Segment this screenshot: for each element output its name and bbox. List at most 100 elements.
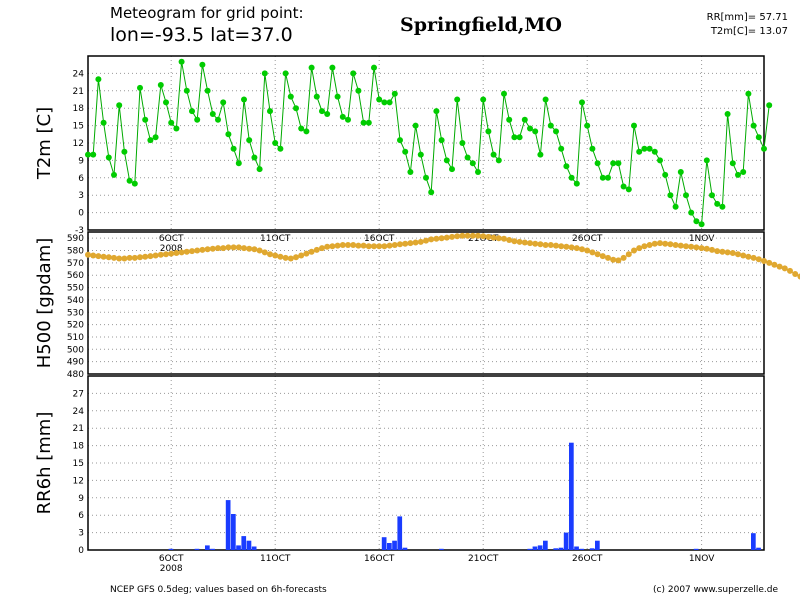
- h500-point: [105, 254, 112, 261]
- h500-point: [714, 248, 721, 255]
- h500-point: [610, 256, 617, 263]
- t2m-point: [667, 192, 674, 199]
- h500-point: [199, 246, 206, 253]
- h500-point: [490, 234, 497, 241]
- h500-point: [204, 246, 211, 253]
- t2m-point: [750, 122, 757, 129]
- h500-point: [126, 254, 133, 261]
- h500-point: [246, 245, 253, 252]
- h500-point: [615, 257, 622, 264]
- h500-point: [225, 244, 232, 251]
- h500-point: [157, 251, 164, 258]
- t2m-point: [443, 157, 450, 164]
- y-tick-label: 480: [67, 370, 84, 380]
- h500-point: [537, 241, 544, 248]
- rr6h-bar: [392, 540, 397, 550]
- t2m-point: [308, 64, 315, 71]
- t2m-point: [412, 122, 419, 129]
- rr6h-bar: [241, 536, 247, 550]
- h500-point: [183, 248, 190, 255]
- h500-point: [85, 251, 91, 258]
- t2m-point: [573, 180, 580, 187]
- rr6h-bar: [251, 546, 257, 550]
- y-axis-label: T2m [C]: [34, 107, 55, 180]
- h500-point: [371, 243, 377, 250]
- t2m-point: [729, 160, 736, 167]
- t2m-point: [303, 128, 310, 135]
- h500-point: [527, 240, 533, 247]
- h500-point: [215, 245, 221, 252]
- t2m-point: [709, 192, 715, 199]
- x-tick-label: 26OCT: [572, 554, 603, 564]
- t2m-point: [272, 140, 279, 146]
- t2m-point: [246, 137, 253, 144]
- t2m-point: [459, 140, 466, 146]
- h500-point: [787, 267, 793, 274]
- h500-point: [797, 273, 800, 280]
- t2m-point: [355, 87, 362, 94]
- x-tick-label: 1NOV: [689, 554, 715, 564]
- t2m-point: [636, 148, 643, 155]
- t2m-point: [95, 76, 102, 83]
- t2m-point: [183, 87, 190, 94]
- h500-point: [303, 250, 310, 257]
- t2m-point: [625, 186, 632, 193]
- y-tick-label: 0: [78, 209, 84, 219]
- t2m-point: [542, 96, 549, 103]
- h500-point: [438, 235, 445, 242]
- rr6h-bar: [381, 537, 387, 550]
- h500-point: [152, 252, 159, 259]
- t2m-point: [703, 157, 710, 164]
- t2m-point: [610, 160, 617, 167]
- t2m-point: [386, 99, 393, 106]
- t2m-point: [719, 203, 726, 210]
- h500-point: [667, 241, 674, 248]
- h500-point: [641, 243, 648, 250]
- t2m-point: [433, 108, 440, 115]
- h500-point: [662, 240, 669, 247]
- t2m-current: T2m[C]= 13.07: [710, 26, 788, 37]
- t2m-point: [173, 125, 180, 132]
- h500-point: [324, 243, 331, 250]
- panel-geopotential: 590 580 570 560 550 540 530 520 510 500 490 480 H500…: [34, 231, 800, 380]
- h500-point: [230, 244, 237, 251]
- rr6h-bar: [205, 545, 210, 550]
- rr6h-bar: [231, 514, 236, 550]
- rr6h-bar: [558, 547, 564, 550]
- x-tick-label: 26OCT: [572, 234, 603, 244]
- h500-point: [589, 249, 596, 256]
- t2m-point: [381, 99, 388, 106]
- t2m-point: [714, 200, 721, 207]
- meteogram-heading: Meteogram for grid point:: [110, 4, 304, 22]
- y-tick-label: 24: [73, 69, 85, 79]
- h500-point: [319, 245, 325, 252]
- x-tick-label: 11OCT: [260, 554, 291, 564]
- t2m-point: [178, 58, 185, 65]
- t2m-point: [365, 119, 372, 126]
- y-tick-label: 580: [67, 247, 84, 257]
- t2m-point: [469, 160, 476, 167]
- t2m-point: [615, 160, 622, 167]
- h500-point: [173, 250, 180, 256]
- h500-point: [90, 252, 97, 259]
- h500-point: [469, 232, 476, 239]
- t2m-point: [163, 99, 169, 106]
- t2m-point: [407, 169, 414, 175]
- h500-point: [735, 251, 741, 258]
- h500-point: [137, 254, 143, 261]
- y-tick-label: 0: [78, 546, 84, 556]
- h500-point: [480, 233, 487, 240]
- y-tick-label: 15: [73, 459, 84, 469]
- rr6h-bar: [693, 548, 699, 550]
- t2m-point: [438, 137, 445, 144]
- h500-point: [511, 238, 518, 245]
- t2m-point: [490, 151, 497, 158]
- y-tick-label: 530: [67, 308, 84, 318]
- t2m-point: [677, 169, 684, 175]
- h500-point: [745, 253, 752, 260]
- t2m-point: [204, 87, 211, 94]
- grid-point-coordinates: lon=-93.5 lat=37.0: [110, 24, 293, 46]
- h500-point: [521, 239, 528, 246]
- t2m-point: [194, 116, 201, 123]
- rr6h-bar: [194, 548, 200, 550]
